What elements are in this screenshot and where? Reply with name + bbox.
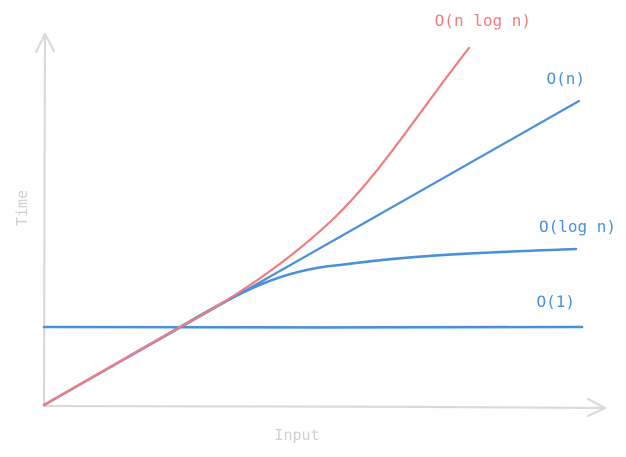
y-axis-label: Time: [13, 190, 31, 226]
x-axis-label: Input: [274, 426, 319, 444]
curves: [42, 46, 584, 407]
axes: [34, 32, 607, 418]
x-axis: [42, 404, 606, 410]
x-axis-arrowhead: [586, 397, 607, 418]
y-axis: [42, 34, 47, 407]
constant-label: O(1): [536, 292, 575, 311]
log-n-label: O(log n): [539, 217, 616, 236]
n-log-n-curve: [42, 46, 471, 407]
y-axis-arrowhead: [34, 32, 56, 54]
n-log-n-label: O(n log n): [435, 11, 531, 30]
linear-label: O(n): [546, 69, 585, 88]
